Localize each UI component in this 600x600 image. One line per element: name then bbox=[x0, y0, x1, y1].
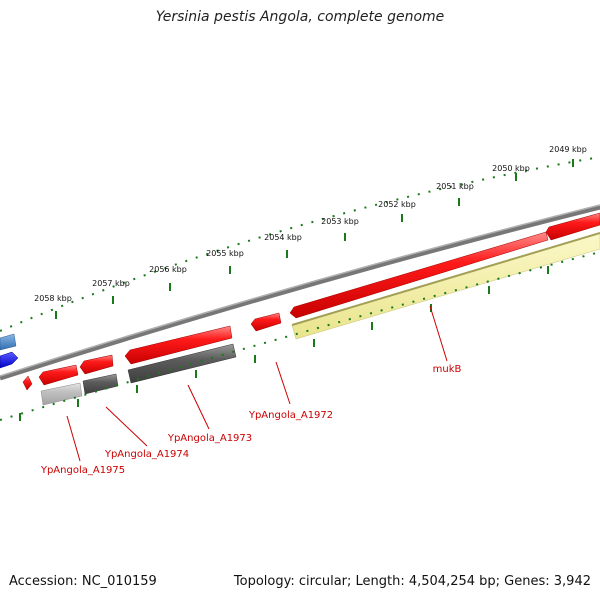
blue-feature-dark bbox=[0, 351, 19, 369]
scale-label: 2054 kbp bbox=[264, 233, 302, 242]
leader-A1975 bbox=[66, 415, 81, 462]
gene-labels: mukB YpAngola_A1972 YpAngola_A1973 YpAng… bbox=[40, 364, 462, 476]
map-title: Yersinia pestis Angola, complete genome bbox=[155, 9, 445, 25]
gene-track bbox=[40, 343, 237, 406]
scale-label: 2053 kbp bbox=[321, 217, 359, 226]
leader-A1974 bbox=[105, 406, 148, 447]
genome-backbone-highlight bbox=[0, 204, 600, 377]
inner-scale-ring bbox=[0, 251, 600, 421]
gene-label-A1974: YpAngola_A1974 bbox=[104, 449, 189, 460]
cds-mukB-right bbox=[545, 212, 600, 241]
outer-scale-dots bbox=[0, 156, 600, 332]
left-features bbox=[0, 333, 19, 369]
gene-label-A1973: YpAngola_A1973 bbox=[167, 433, 252, 444]
gene-label-mukB: mukB bbox=[433, 364, 462, 375]
cds-YpAngola_A1974 bbox=[79, 354, 114, 375]
cds-mukB bbox=[289, 231, 549, 319]
cds-YpAngola_A1973 bbox=[124, 325, 233, 365]
scale-label: 2055 kbp bbox=[206, 249, 244, 258]
gene-dark-A1973 bbox=[127, 343, 237, 384]
outer-scale-ring: 2049 kbp 2050 kbp 2051 kbp 2052 kbp 2053… bbox=[0, 145, 600, 332]
scale-label: 2052 kbp bbox=[378, 200, 416, 209]
cds-YpAngola_A1972 bbox=[250, 312, 282, 332]
scale-label: 2049 kbp bbox=[549, 145, 587, 154]
leader-A1973 bbox=[187, 384, 210, 430]
genome-backbone bbox=[0, 204, 600, 381]
leader-mukB bbox=[429, 305, 448, 362]
scale-label: 2051 kbp bbox=[436, 182, 474, 191]
accession-label: Accession: bbox=[9, 574, 78, 589]
gene-light-A1975 bbox=[40, 382, 83, 406]
label-leaders bbox=[66, 305, 448, 462]
accession-value: NC_010159 bbox=[81, 574, 157, 589]
scale-labels: 2049 kbp 2050 kbp 2051 kbp 2052 kbp 2053… bbox=[34, 145, 587, 303]
scale-label: 2050 kbp bbox=[492, 164, 530, 173]
leader-A1972 bbox=[275, 361, 291, 405]
cds-small-left bbox=[22, 375, 33, 391]
scale-label: 2058 kbp bbox=[34, 294, 72, 303]
highlight-region-edge bbox=[291, 232, 600, 326]
scale-label: 2057 kbp bbox=[92, 279, 130, 288]
scale-label: 2056 kbp bbox=[149, 265, 187, 274]
accession-text: Accession: NC_010159 bbox=[9, 574, 157, 589]
topology-text: Topology: circular; Length: 4,504,254 bp… bbox=[233, 574, 591, 589]
gene-dark-A1974 bbox=[82, 373, 119, 395]
blue-feature-light bbox=[0, 333, 17, 351]
forward-cds-track bbox=[22, 212, 600, 391]
major-ticks bbox=[55, 159, 574, 319]
inner-major-ticks bbox=[19, 266, 549, 421]
gene-label-A1975: YpAngola_A1975 bbox=[40, 465, 125, 476]
gene-label-A1972: YpAngola_A1972 bbox=[248, 410, 333, 421]
cds-YpAngola_A1975 bbox=[38, 364, 79, 386]
